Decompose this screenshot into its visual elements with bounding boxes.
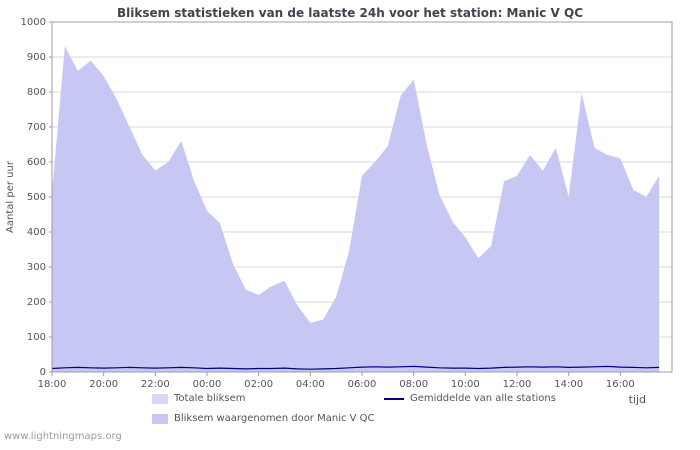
x-tick-label: 02:00	[244, 379, 273, 390]
y-tick-label: 700	[27, 122, 46, 133]
legend-item-average: Gemiddelde van alle stations	[384, 393, 556, 404]
line-average	[51, 365, 660, 370]
area-station	[52, 46, 660, 372]
y-tick-label: 500	[27, 192, 46, 203]
x-tick-label: 14:00	[554, 379, 583, 390]
chart-title: Bliksem statistieken van de laatste 24h …	[116, 6, 584, 20]
x-tick-label: 18:00	[38, 379, 67, 390]
y-axis-label: Aantal per uur	[5, 160, 16, 233]
y-tick-labels: 0 100 200 300 400 500 600 700 800 900 1000	[21, 17, 52, 378]
x-tick-label: 20:00	[89, 379, 118, 390]
x-tick-label: 22:00	[141, 379, 170, 390]
x-tick-label: 10:00	[451, 379, 480, 390]
y-tick-label: 1000	[21, 17, 46, 28]
y-tick-label: 300	[27, 262, 46, 273]
y-tick-label: 800	[27, 87, 46, 98]
x-tick-label: 12:00	[503, 379, 532, 390]
legend-swatch-total	[152, 393, 168, 404]
legend-swatch-average-line	[384, 397, 404, 400]
x-tick-label: 00:00	[193, 379, 222, 390]
y-tick-label: 900	[27, 52, 46, 63]
legend-swatch-station	[152, 413, 168, 424]
y-tick-label: 0	[40, 367, 46, 378]
y-tick-label: 400	[27, 227, 46, 238]
legend-label-total: Totale bliksem	[174, 393, 246, 404]
legend-item-total: Totale bliksem	[152, 393, 245, 404]
y-tick-label: 200	[27, 297, 46, 308]
y-tick-label: 600	[27, 157, 46, 168]
x-tick-labels: 18:00 20:00 22:00 00:00 02:00 04:00 06:00 08:00…	[38, 372, 635, 390]
x-tick-label: 04:00	[296, 379, 325, 390]
legend-item-station: Bliksem waargenomen door Manic V QC	[152, 413, 375, 424]
x-tick-label: 16:00	[606, 379, 635, 390]
x-axis-label: tijd	[628, 393, 646, 406]
legend-label-average: Gemiddelde van alle stations	[410, 393, 556, 404]
legend-label-station: Bliksem waargenomen door Manic V QC	[174, 413, 375, 424]
x-tick-label: 06:00	[348, 379, 377, 390]
x-tick-label: 08:00	[399, 379, 428, 390]
y-tick-label: 100	[27, 332, 46, 343]
watermark-link: www.lightningmaps.org	[4, 431, 122, 442]
